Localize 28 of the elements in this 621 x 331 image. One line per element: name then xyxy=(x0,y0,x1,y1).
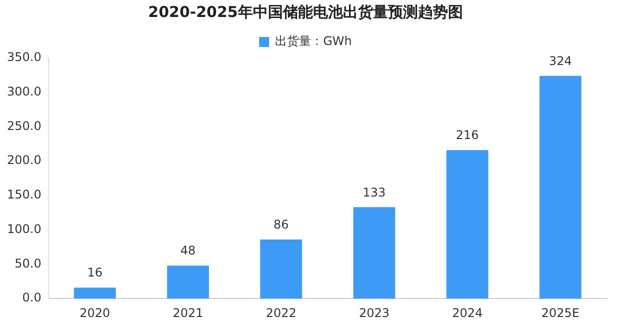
data-label: 324 xyxy=(548,54,572,68)
x-tick-label: 2020 xyxy=(80,306,110,320)
x-tick-label: 2021 xyxy=(172,306,204,320)
bar xyxy=(446,150,488,299)
data-label: 48 xyxy=(180,244,196,258)
bar xyxy=(539,76,582,299)
y-tick-label: 250.0 xyxy=(6,118,42,133)
data-label: 16 xyxy=(87,266,103,280)
x-tick-label: 2025E xyxy=(541,306,580,320)
x-tick-label: 2023 xyxy=(358,306,390,320)
bar xyxy=(74,288,116,299)
bar xyxy=(167,266,209,299)
legend-label: 出货量：GWh xyxy=(275,34,352,48)
y-tick-label: 300.0 xyxy=(6,84,42,98)
bar xyxy=(353,207,396,299)
x-tick-label: 2024 xyxy=(452,306,483,320)
bar xyxy=(260,239,302,299)
data-label: 133 xyxy=(362,185,386,200)
y-tick-label: 150.0 xyxy=(6,188,42,202)
y-tick-label: 50.0 xyxy=(14,256,42,270)
data-label: 86 xyxy=(273,218,289,232)
chart-title: 2020-2025年中国储能电池出货量预测趋势图 xyxy=(148,2,463,21)
y-tick-label: 100.0 xyxy=(6,222,42,236)
data-label: 216 xyxy=(456,128,479,142)
y-tick-label: 350.0 xyxy=(6,50,42,64)
x-tick-label: 2022 xyxy=(266,306,296,320)
y-tick-label: 0.0 xyxy=(22,290,42,305)
y-tick-label: 200.0 xyxy=(6,153,42,168)
